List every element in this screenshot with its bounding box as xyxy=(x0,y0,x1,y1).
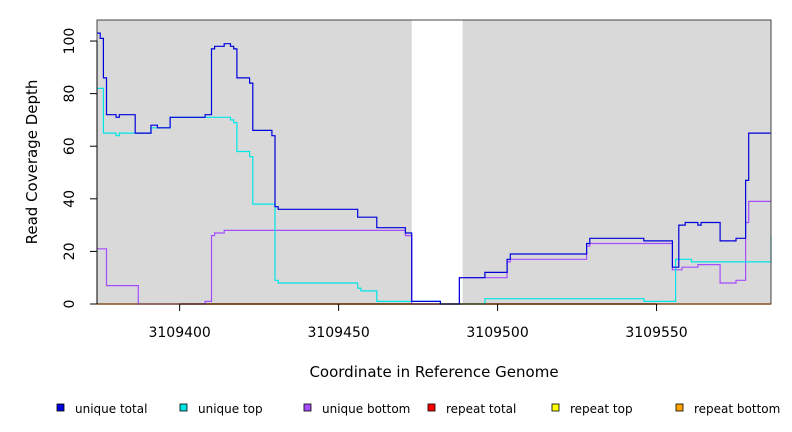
y-tick-label: 20 xyxy=(62,242,78,260)
series-line-unique-total xyxy=(97,32,771,305)
y-tick-label: 0 xyxy=(62,300,78,309)
legend-swatch-repeat-top xyxy=(551,403,560,412)
legend-label-unique-total: unique total xyxy=(75,402,147,416)
x-tick-label: 3109450 xyxy=(307,325,369,341)
shaded-regions xyxy=(97,20,771,304)
legend-swatch-unique-bottom xyxy=(303,403,312,412)
legend-swatch-repeat-bottom xyxy=(675,403,684,412)
x-tick-label: 3109550 xyxy=(625,325,687,341)
y-tick-label: 40 xyxy=(62,190,78,208)
x-tick-label: 3109400 xyxy=(148,325,210,341)
legend-swatch-repeat-total xyxy=(427,403,436,412)
y-axis: 0 20 40 60 80 100 xyxy=(62,28,98,309)
y-tick-label: 60 xyxy=(62,137,78,155)
x-tick-label: 3109500 xyxy=(466,325,528,341)
shaded-region-1 xyxy=(97,20,412,304)
x-axis-title: Coordinate in Reference Genome xyxy=(309,363,558,381)
y-axis-title: Read Coverage Depth xyxy=(23,80,41,245)
y-tick-label: 100 xyxy=(62,28,78,55)
legend-swatch-unique-total xyxy=(56,403,65,412)
legend-label-repeat-top: repeat top xyxy=(570,402,633,416)
legend-swatch-unique-top xyxy=(179,403,188,412)
legend-label-unique-bottom: unique bottom xyxy=(322,402,410,416)
shaded-region-2 xyxy=(462,20,771,304)
y-tick-label: 80 xyxy=(62,85,78,103)
legend-label-repeat-bottom: repeat bottom xyxy=(694,402,780,416)
x-axis: 3109400 3109450 3109500 3109550 xyxy=(148,303,688,341)
series-line-unique-bottom xyxy=(97,200,771,305)
legend-label-repeat-total: repeat total xyxy=(446,402,516,416)
legend: unique total unique top unique bottom repea… xyxy=(56,402,780,416)
legend-label-unique-top: unique top xyxy=(198,402,263,416)
